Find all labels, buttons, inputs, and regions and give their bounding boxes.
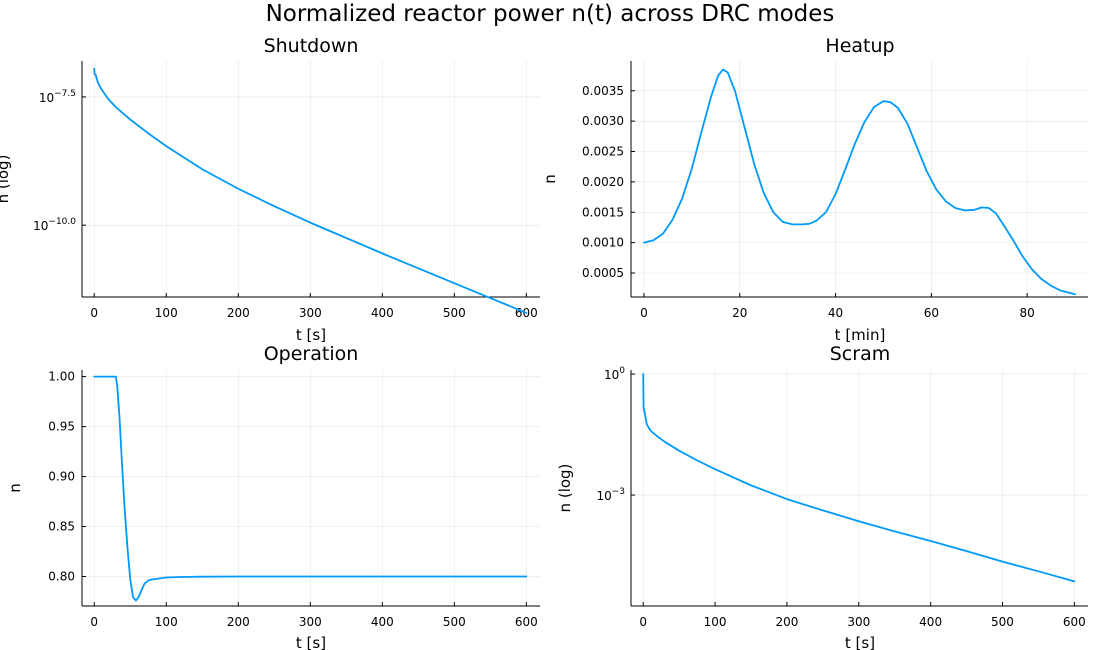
y-tick-label: 0.0015 — [582, 205, 624, 219]
y-tick-label: 0.80 — [48, 570, 75, 584]
x-tick-label: 400 — [371, 615, 394, 629]
x-tick-label: 40 — [828, 306, 843, 320]
y-axis-label: n (log) — [556, 464, 574, 513]
x-tick-label: 0 — [639, 615, 647, 629]
y-tick-label: 10−3 — [596, 487, 625, 503]
series-line — [93, 67, 528, 314]
x-tick-label: 600 — [515, 615, 538, 629]
y-tick-label: 0.0025 — [582, 145, 624, 159]
subplot-title: Heatup — [825, 35, 894, 57]
y-axis-label: n — [6, 483, 24, 493]
subplot-title: Shutdown — [264, 35, 359, 57]
x-tick-label: 400 — [919, 615, 942, 629]
x-axis-label: t [min] — [835, 326, 886, 344]
x-tick-label: 80 — [1020, 306, 1035, 320]
x-tick-label: 300 — [847, 615, 870, 629]
x-axis-label: t [s] — [845, 634, 875, 650]
y-tick-label: 0.0020 — [582, 175, 624, 189]
subplot-heatup: 0 20 40 60 80 0.0005 0.0010 0.0015 0.0020 0.0025 0… — [541, 35, 1088, 344]
x-tick-label: 100 — [704, 615, 727, 629]
y-tick-label: 0.0010 — [582, 236, 624, 250]
y-tick-label: 10−7.5 — [39, 89, 76, 105]
x-tick-label: 0 — [90, 306, 98, 320]
x-tick-label: 200 — [775, 615, 798, 629]
y-tick-label: 0.90 — [48, 470, 75, 484]
y-tick-label: 10−10.0 — [33, 217, 76, 233]
x-tick-label: 500 — [991, 615, 1014, 629]
x-axis-label: t [s] — [296, 634, 326, 650]
y-tick-label: 1.00 — [48, 370, 75, 384]
y-tick-label: 0.0035 — [582, 84, 624, 98]
x-tick-label: 200 — [227, 615, 250, 629]
subplot-operation: 0 100 200 300 400 500 600 0.80 0.85 0.90 0.95 1.00 O… — [6, 343, 540, 650]
x-tick-label: 400 — [371, 306, 394, 320]
figure-title: Normalized reactor power n(t) across DRC… — [265, 1, 835, 27]
x-tick-label: 60 — [924, 306, 939, 320]
x-tick-label: 20 — [732, 306, 747, 320]
subplot-title: Operation — [264, 343, 359, 365]
x-tick-label: 500 — [443, 306, 466, 320]
subplot-scram: 0 100 200 300 400 500 600 10−3 100 Scram t [s] n (l… — [556, 343, 1088, 650]
y-tick-label: 0.95 — [48, 420, 75, 434]
y-tick-label: 100 — [604, 366, 625, 382]
x-tick-label: 300 — [299, 306, 322, 320]
y-tick-label: 0.85 — [48, 520, 75, 534]
series-line — [93, 375, 528, 602]
subplot-title: Scram — [830, 343, 890, 365]
x-tick-label: 0 — [640, 306, 648, 320]
y-tick-label: 0.0030 — [582, 114, 624, 128]
series-line — [643, 68, 1076, 296]
x-tick-label: 300 — [299, 615, 322, 629]
x-tick-label: 0 — [90, 615, 98, 629]
x-tick-label: 200 — [227, 306, 250, 320]
x-tick-label: 500 — [443, 615, 466, 629]
x-tick-label: 100 — [155, 306, 178, 320]
y-tick-label: 0.0005 — [582, 266, 624, 280]
series-line — [642, 373, 1076, 583]
subplot-shutdown: 0 100 200 300 400 500 60010−10.010−7.5Shutdown… — [0, 35, 540, 344]
x-axis-label: t [s] — [296, 326, 326, 344]
y-axis-label: n — [541, 174, 559, 184]
x-tick-label: 600 — [1063, 615, 1086, 629]
x-tick-label: 100 — [155, 615, 178, 629]
y-axis-label: n (log) — [0, 155, 12, 204]
